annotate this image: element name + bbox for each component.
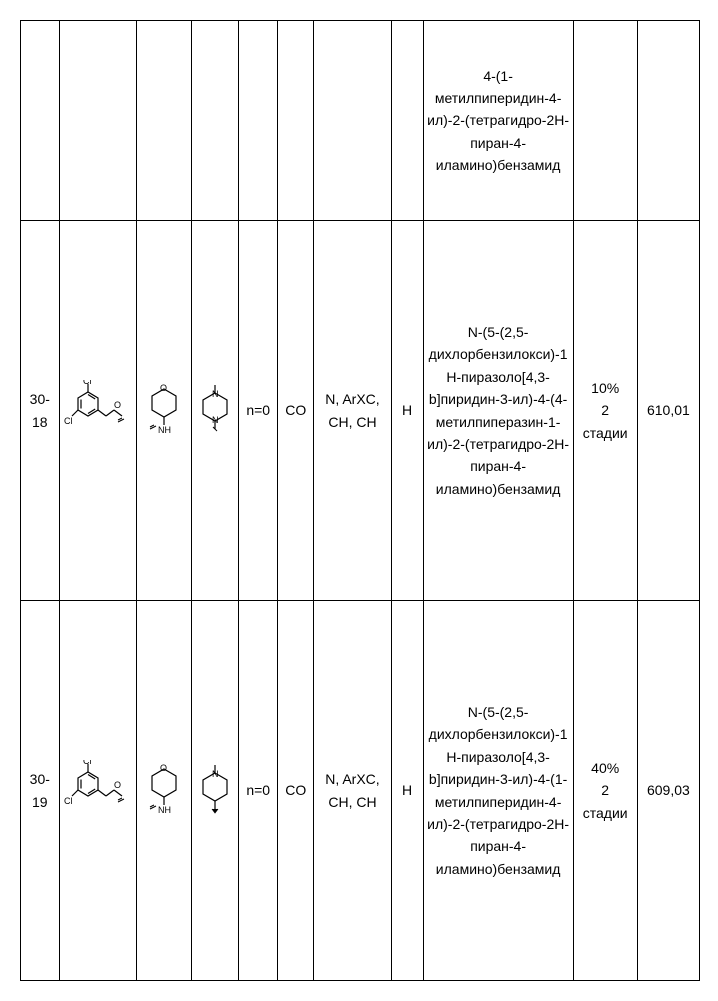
cell-yield: 40%2стадии: [573, 601, 637, 981]
cell-co: CO: [278, 601, 314, 981]
table-row: 30-19 Cl Cl O O NH: [21, 601, 700, 981]
cell-co: [278, 21, 314, 221]
svg-text:NH: NH: [158, 425, 171, 435]
cell-struct3: [192, 21, 239, 221]
cell-h: [391, 21, 423, 221]
cell-name: N-(5-(2,5-дихлорбензилокси)-1H-пиразоло[…: [423, 221, 573, 601]
cell-mass: [637, 21, 699, 221]
cell-id: 30-18: [21, 221, 60, 601]
svg-text:N: N: [212, 415, 219, 425]
svg-text:O: O: [114, 780, 121, 790]
cell-struct3: N: [192, 601, 239, 981]
table-row: 4-(1-метилпиперидин-4-ил)-2-(тетрагидро-…: [21, 21, 700, 221]
cell-id: [21, 21, 60, 221]
svg-text:NH: NH: [158, 805, 171, 815]
svg-text:Cl: Cl: [64, 416, 73, 426]
cell-h: H: [391, 221, 423, 601]
svg-text:O: O: [160, 383, 167, 393]
svg-text:N: N: [212, 769, 219, 779]
cell-co: CO: [278, 221, 314, 601]
compound-table: 4-(1-метилпиперидин-4-ил)-2-(тетрагидро-…: [20, 20, 700, 981]
table-row: 30-18 Cl Cl O O NH: [21, 221, 700, 601]
cell-name: 4-(1-метилпиперидин-4-ил)-2-(тетрагидро-…: [423, 21, 573, 221]
svg-text:N: N: [212, 389, 219, 399]
cell-atoms: N, ArXC, CH, CH: [314, 601, 391, 981]
cell-atoms: [314, 21, 391, 221]
cell-id: 30-19: [21, 601, 60, 981]
svg-text:Cl: Cl: [83, 760, 92, 766]
cell-struct1: Cl Cl O: [59, 221, 136, 601]
cell-n: n=0: [239, 221, 278, 601]
cell-struct2: O NH: [136, 221, 192, 601]
table-body: 4-(1-метилпиперидин-4-ил)-2-(тетрагидро-…: [21, 21, 700, 981]
svg-text:O: O: [160, 763, 167, 773]
cell-n: n=0: [239, 601, 278, 981]
cell-h: H: [391, 601, 423, 981]
cell-yield: [573, 21, 637, 221]
cell-yield: 10%2стадии: [573, 221, 637, 601]
cell-mass: 609,03: [637, 601, 699, 981]
cell-struct1: Cl Cl O: [59, 601, 136, 981]
cell-struct3: N N: [192, 221, 239, 601]
cell-n: [239, 21, 278, 221]
svg-text:O: O: [114, 400, 121, 410]
cell-mass: 610,01: [637, 221, 699, 601]
svg-text:Cl: Cl: [64, 796, 73, 806]
cell-struct1: [59, 21, 136, 221]
cell-struct2: O NH: [136, 601, 192, 981]
svg-text:Cl: Cl: [83, 380, 92, 386]
cell-name: N-(5-(2,5-дихлорбензилокси)-1H-пиразоло[…: [423, 601, 573, 981]
cell-struct2: [136, 21, 192, 221]
cell-atoms: N, ArXC, CH, CH: [314, 221, 391, 601]
